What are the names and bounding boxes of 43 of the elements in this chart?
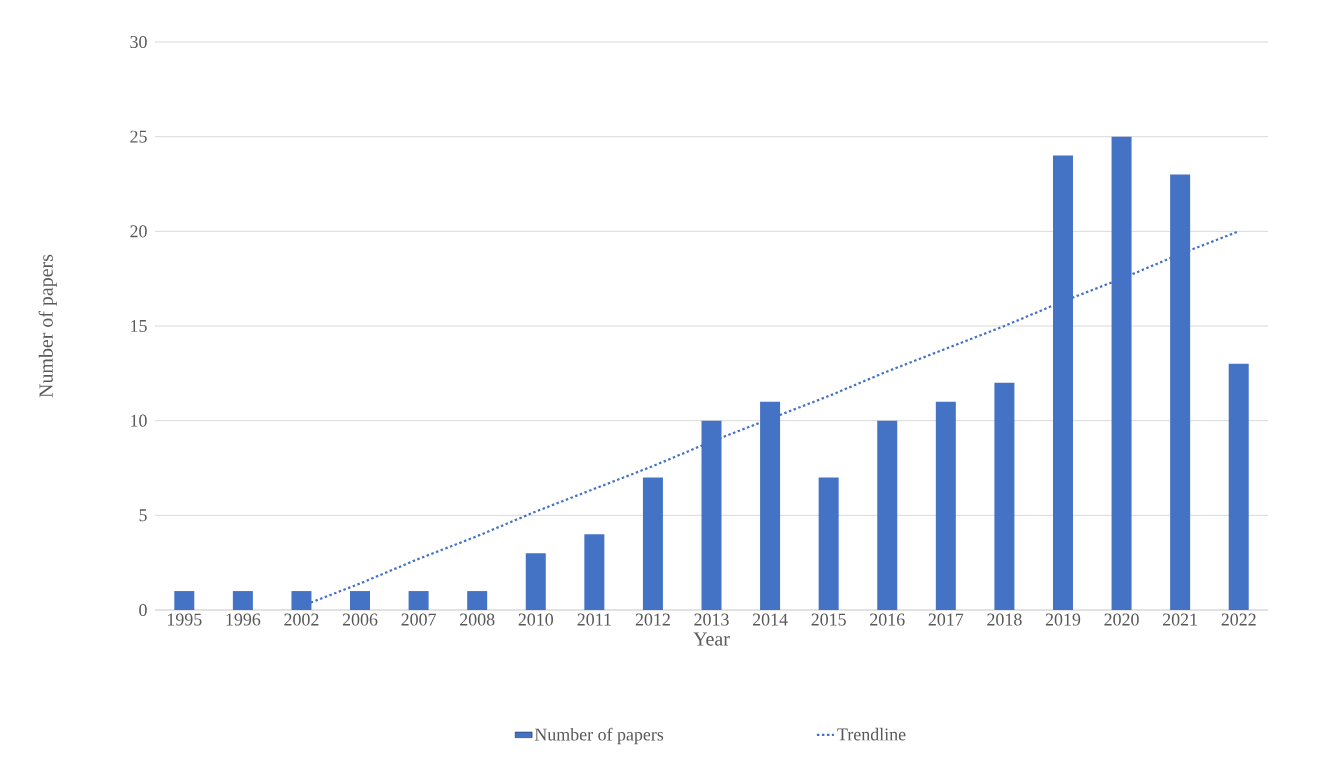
bar xyxy=(1228,363,1249,610)
bar xyxy=(877,420,898,610)
bar xyxy=(525,553,546,610)
x-tick-label: 2020 xyxy=(1104,613,1139,626)
y-tick-label: 30 xyxy=(130,35,147,49)
x-tick-label: 1996 xyxy=(226,613,261,626)
legend-label: Trendline xyxy=(837,727,906,741)
x-tick-label: 2015 xyxy=(811,613,846,626)
bar xyxy=(818,477,839,610)
x-tick-label: 2010 xyxy=(518,613,554,626)
x-tick-label: 2011 xyxy=(577,613,611,626)
bar xyxy=(935,401,956,610)
x-tick-label: 1995 xyxy=(167,613,202,626)
x-tick-label: 2018 xyxy=(987,613,1022,626)
x-tick-label: 2021 xyxy=(1162,613,1197,626)
y-tick-label: 15 xyxy=(131,319,147,332)
x-tick-label: 2013 xyxy=(694,613,729,626)
bar xyxy=(642,477,663,610)
y-tick-label: 10 xyxy=(131,414,147,427)
x-tick-label: 2017 xyxy=(928,613,964,626)
x-tick-label: 2007 xyxy=(401,613,437,626)
y-axis-title: Number of papers xyxy=(38,254,57,398)
y-tick-label: 25 xyxy=(130,130,147,143)
bar xyxy=(467,591,488,610)
legend-label: Number of papers xyxy=(534,727,664,745)
x-tick-label: 2002 xyxy=(284,613,319,626)
bar xyxy=(408,591,429,610)
x-axis-title: Year xyxy=(693,632,730,646)
x-tick-label: 2008 xyxy=(460,613,495,626)
x-tick-label: 2014 xyxy=(752,613,788,626)
x-tick-label: 2019 xyxy=(1045,613,1081,626)
x-tick-label: 2022 xyxy=(1221,613,1256,626)
bar xyxy=(994,382,1015,610)
y-tick-label: 5 xyxy=(139,509,147,522)
y-tick-label: 0 xyxy=(139,603,147,617)
x-tick-label: 2016 xyxy=(870,613,905,626)
y-tick-label: 20 xyxy=(130,225,147,238)
bar xyxy=(174,591,195,610)
bar xyxy=(584,534,605,610)
x-tick-label: 2006 xyxy=(342,613,378,626)
bar xyxy=(350,591,371,610)
bar xyxy=(232,591,253,610)
x-tick-label: 2012 xyxy=(635,613,670,626)
